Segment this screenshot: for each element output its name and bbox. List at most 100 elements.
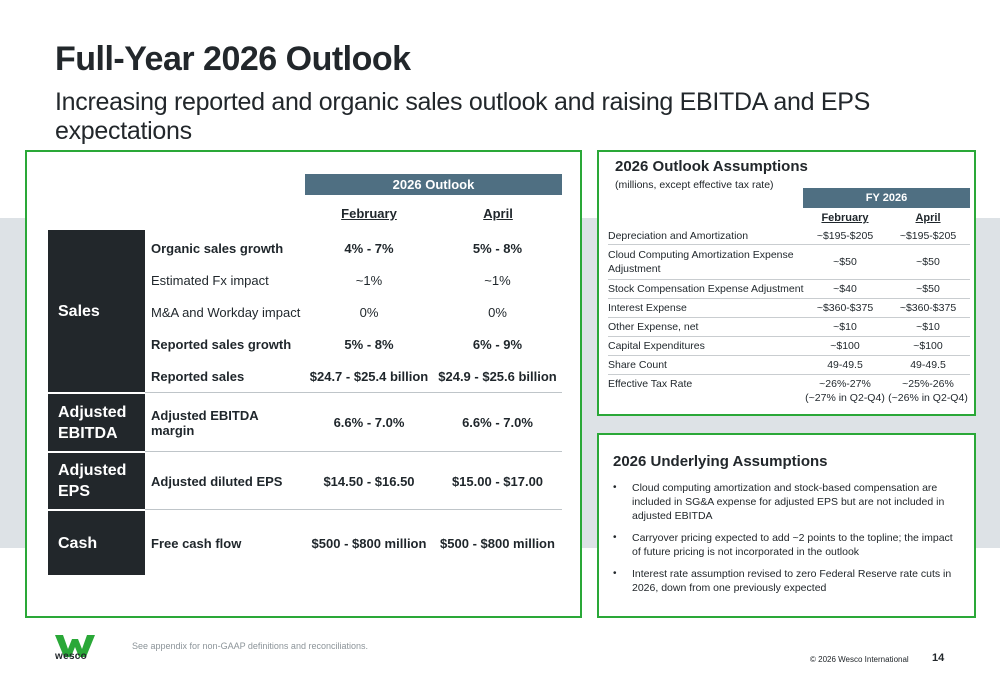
row-value-april: $500 - $800 million bbox=[440, 535, 555, 551]
category-adjusted-eps: Adjusted EPS bbox=[48, 453, 145, 509]
table-row: Organic sales growth 4% - 7% 5% - 8% bbox=[145, 234, 562, 262]
list-item-text: Carryover pricing expected to add ~2 poi… bbox=[632, 532, 953, 558]
row-value-february: $24.7 - $25.4 billion bbox=[309, 368, 429, 384]
row-value-april: ~$50 bbox=[916, 283, 940, 295]
fy-header: FY 2026 bbox=[803, 188, 970, 208]
row-value-february: 4% - 7% bbox=[344, 240, 394, 256]
row-label: M&A and Workday impact bbox=[151, 304, 301, 320]
table-row: Other Expense, net ~$10 ~$10 bbox=[608, 318, 970, 337]
row-value-february: ~$50 bbox=[833, 256, 857, 268]
row-value-april: 5% - 8% bbox=[472, 240, 523, 256]
row-label: Adjusted diluted EPS bbox=[151, 473, 283, 489]
page-subtitle: Increasing reported and organic sales ou… bbox=[55, 88, 871, 145]
col-header-february: February bbox=[821, 212, 869, 224]
row-value-february: 0% bbox=[359, 304, 379, 320]
list-item: • Carryover pricing expected to add ~2 po… bbox=[613, 531, 963, 559]
col-header-april: April bbox=[483, 206, 513, 221]
row-label: Adjusted EBITDA margin bbox=[151, 407, 259, 438]
underlying-title: 2026 Underlying Assumptions bbox=[613, 453, 828, 470]
row-value-april: 6% - 9% bbox=[472, 336, 523, 352]
row-value-april: ~$195-$205 bbox=[899, 229, 957, 242]
bullet-icon: • bbox=[613, 532, 617, 543]
table-row: Effective Tax Rate ~26%-27% (~27% in Q2-… bbox=[608, 375, 970, 409]
row-value-april: ~$10 bbox=[916, 321, 940, 333]
category-label: Sales bbox=[58, 302, 100, 320]
row-label: Cloud Computing Amortization Expense Adj… bbox=[608, 249, 794, 275]
copyright: © 2026 Wesco International bbox=[810, 655, 909, 664]
page-title: Full-Year 2026 Outlook bbox=[55, 40, 411, 78]
col-header-april: April bbox=[915, 212, 941, 224]
list-item-text: Interest rate assumption revised to zero… bbox=[632, 568, 952, 594]
row-value-april: ~$100 bbox=[913, 340, 943, 352]
row-label: Reported sales growth bbox=[151, 336, 292, 352]
value-note: (~26% in Q2-Q4) bbox=[888, 392, 968, 404]
row-value-april: 49-49.5 bbox=[910, 359, 946, 371]
table-row: M&A and Workday impact 0% 0% bbox=[145, 298, 562, 326]
row-value-april: ~1% bbox=[484, 272, 511, 288]
row-label: Effective Tax Rate bbox=[608, 378, 693, 390]
row-divider bbox=[145, 509, 562, 510]
row-value-february: ~1% bbox=[355, 272, 383, 288]
table-row: Reported sales growth 5% - 8% 6% - 9% bbox=[145, 330, 562, 358]
row-value-april: ~25%-26% (~26% in Q2-Q4) bbox=[886, 377, 970, 405]
row-label: Free cash flow bbox=[151, 535, 242, 551]
footnote: See appendix for non-GAAP definitions an… bbox=[132, 641, 368, 651]
category-cash: Cash bbox=[48, 511, 145, 575]
row-value-february: ~$360-$375 bbox=[816, 302, 874, 314]
row-label: Organic sales growth bbox=[151, 240, 284, 256]
category-sales: Sales bbox=[48, 230, 145, 392]
list-item: • Interest rate assumption revised to zer… bbox=[613, 567, 963, 595]
row-value-february: ~$40 bbox=[833, 283, 857, 295]
row-divider bbox=[145, 392, 562, 393]
row-value-april: 6.6% - 7.0% bbox=[462, 415, 533, 430]
underlying-list: • Cloud computing amortization and stock-… bbox=[613, 481, 963, 603]
assumptions-title: 2026 Outlook Assumptions bbox=[615, 158, 808, 175]
table-row: Adjusted EBITDA margin 6.6% - 7.0% 6.6% … bbox=[145, 394, 562, 451]
row-value-april: ~$360-$375 bbox=[899, 302, 957, 314]
row-value-april: 0% bbox=[488, 304, 507, 320]
row-value-february: $500 - $800 million bbox=[311, 535, 427, 551]
table-row: Free cash flow $500 - $800 million $500 … bbox=[145, 511, 562, 575]
list-item-text: Cloud computing amortization and stock-b… bbox=[632, 482, 945, 522]
bullet-icon: • bbox=[613, 568, 617, 579]
col-header-february: February bbox=[341, 206, 397, 221]
category-label: Adjusted EPS bbox=[58, 462, 127, 500]
row-label: Reported sales bbox=[151, 368, 245, 384]
row-value-february: ~26%-27% (~27% in Q2-Q4) bbox=[804, 377, 886, 405]
table-row: Reported sales $24.7 - $25.4 billion $24… bbox=[145, 362, 562, 390]
row-value-february: 6.6% - 7.0% bbox=[333, 415, 405, 430]
row-divider bbox=[145, 451, 562, 452]
row-label: Other Expense, net bbox=[608, 321, 699, 333]
row-label: Share Count bbox=[608, 359, 667, 371]
row-label: Depreciation and Amortization bbox=[608, 229, 749, 242]
table-row: Interest Expense ~$360-$375 ~$360-$375 bbox=[608, 299, 970, 318]
underlying-panel: 2026 Underlying Assumptions • Cloud compu… bbox=[597, 433, 976, 618]
page-number: 14 bbox=[932, 652, 945, 664]
bullet-icon: • bbox=[613, 482, 617, 493]
assumptions-subtitle: (millions, except effective tax rate) bbox=[615, 179, 774, 191]
outlook-panel: 2026 Outlook February April Sales Adjust… bbox=[25, 150, 582, 618]
row-value-april: ~$50 bbox=[916, 256, 940, 268]
wesco-logo-icon bbox=[55, 635, 95, 657]
assumptions-panel: 2026 Outlook Assumptions (millions, exce… bbox=[597, 150, 976, 416]
logo-text: wesco bbox=[55, 651, 88, 662]
row-label: Estimated Fx impact bbox=[151, 272, 269, 288]
table-row: Cloud Computing Amortization Expense Adj… bbox=[608, 245, 970, 280]
row-value-february: $14.50 - $16.50 bbox=[323, 473, 415, 489]
table-row: Estimated Fx impact ~1% ~1% bbox=[145, 266, 562, 294]
table-row: Adjusted diluted EPS $14.50 - $16.50 $15… bbox=[145, 453, 562, 509]
row-value-april: $15.00 - $17.00 bbox=[451, 473, 544, 489]
row-label: Capital Expenditures bbox=[608, 340, 705, 352]
value-line: ~26%-27% bbox=[819, 378, 871, 390]
table-row: Depreciation and Amortization ~$195-$205… bbox=[608, 227, 970, 245]
category-label: Adjusted EBITDA bbox=[58, 403, 127, 442]
list-item: • Cloud computing amortization and stock-… bbox=[613, 481, 963, 523]
table-row: Stock Compensation Expense Adjustment ~$… bbox=[608, 280, 970, 299]
category-label: Cash bbox=[58, 534, 98, 552]
row-label: Interest Expense bbox=[608, 302, 687, 314]
row-value-february: ~$195-$205 bbox=[816, 229, 874, 242]
row-value-february: ~$100 bbox=[830, 340, 860, 352]
value-note: (~27% in Q2-Q4) bbox=[805, 392, 885, 404]
row-value-april: $24.9 - $25.6 billion bbox=[438, 368, 557, 384]
outlook-header: 2026 Outlook bbox=[305, 174, 562, 195]
